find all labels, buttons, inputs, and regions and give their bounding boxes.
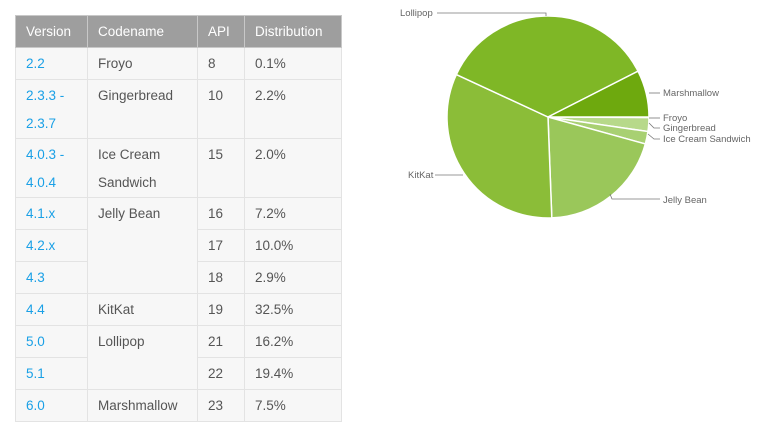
pie-slice-marshmallow <box>547 70 650 118</box>
table-row: 2.2 Froyo 8 0.1% <box>15 47 342 80</box>
slice-label: Froyo <box>663 113 687 124</box>
pie-slice-lollipop <box>455 15 640 118</box>
slice-label: KitKat <box>408 170 434 181</box>
column-header: Distribution <box>244 15 342 48</box>
version-link[interactable]: 2.2 <box>15 47 88 80</box>
leader-line <box>437 12 547 16</box>
distribution-cell: 19.4% <box>244 357 342 390</box>
version-link[interactable]: 4.4 <box>15 293 88 326</box>
version-link[interactable]: 4.1.x <box>15 197 88 230</box>
codename-cell: Lollipop <box>87 325 198 390</box>
api-cell: 10 <box>197 79 245 139</box>
leader-line <box>648 122 660 129</box>
slice-label: Lollipop <box>400 8 433 19</box>
table-row: 5.1 22 19.4% <box>15 357 342 390</box>
leader-line <box>609 193 660 200</box>
leader-line <box>647 133 660 140</box>
table-row: 4.1.x Jelly Bean 16 7.2% <box>15 197 342 294</box>
codename-cell: Froyo <box>87 47 198 80</box>
column-header: Version <box>15 15 88 48</box>
api-cell: 23 <box>197 389 245 422</box>
table-row: 6.0 Marshmallow 23 7.5% <box>15 389 342 422</box>
api-cell: 19 <box>197 293 245 326</box>
api-cell: 17 <box>197 229 245 262</box>
distribution-cell: 2.0% <box>244 138 342 198</box>
table-row: 4.3 18 2.9% <box>15 261 342 294</box>
slice-label: Ice Cream Sandwich <box>663 134 751 145</box>
version-link[interactable]: 4.3 <box>15 261 88 294</box>
distribution-cell: 7.2% <box>244 197 342 230</box>
pie-slice-kitkat <box>446 73 553 219</box>
codename-cell: Marshmallow <box>87 389 198 422</box>
distribution-cell: 10.0% <box>244 229 342 262</box>
version-link[interactable]: 6.0 <box>15 389 88 422</box>
version-link[interactable]: 5.1 <box>15 357 88 390</box>
api-cell: 8 <box>197 47 245 80</box>
api-cell: 18 <box>197 261 245 294</box>
distribution-cell: 7.5% <box>244 389 342 422</box>
version-distribution-table: Version Codename API Distribution 2.2 Froyo 8… <box>15 15 342 422</box>
table-row: 4.4 KitKat 19 32.5% <box>15 293 342 326</box>
codename-cell: Gingerbread <box>87 79 198 139</box>
distribution-cell: 0.1% <box>244 47 342 80</box>
table-row: 4.0.3 - 4.0.4 Ice Cream Sandwich 15 2.0% <box>15 138 342 198</box>
api-cell: 15 <box>197 138 245 198</box>
api-cell: 21 <box>197 325 245 358</box>
slice-label: Gingerbread <box>663 123 716 134</box>
codename-cell: Jelly Bean <box>87 197 198 294</box>
codename-cell: Ice Cream Sandwich <box>87 138 198 198</box>
slice-label: Marshmallow <box>663 88 719 99</box>
version-link[interactable]: 4.0.3 - 4.0.4 <box>15 138 88 198</box>
slice-label: Jelly Bean <box>663 195 707 206</box>
